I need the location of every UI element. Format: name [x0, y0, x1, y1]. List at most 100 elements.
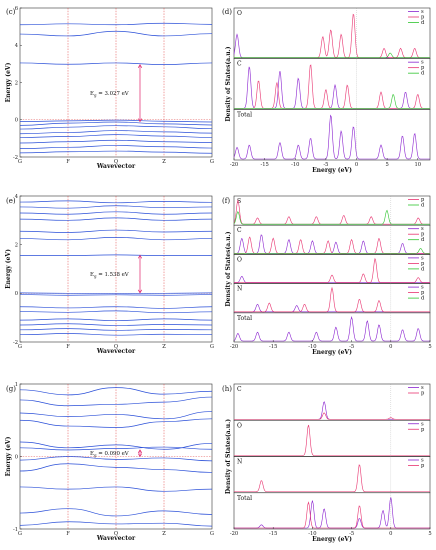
gap-arrow-head-top [137, 449, 143, 454]
subpanel-frame [233, 492, 431, 530]
band-structure-panel-2: (e) -2 0 2 4 G F Q Z G Wavevector Energy (eV) Eg = 1… [5, 194, 214, 355]
y-tick-label: 1 [15, 382, 18, 388]
band-line [19, 446, 213, 451]
y-tick-label: -1 [13, 527, 18, 533]
element-label: Total [237, 111, 252, 118]
x-tick-label: 5 [428, 531, 431, 537]
subpanel-frame [233, 254, 431, 284]
band-line [19, 205, 213, 209]
legend-label: s [421, 9, 424, 15]
gap-value: = 0.090 eV [97, 451, 129, 457]
dos-curve-d [234, 52, 430, 58]
gap-label: Eg = 0.090 eV [90, 451, 129, 458]
dos-curve-p [234, 257, 430, 283]
gap-arrow-head-bottom [137, 118, 143, 123]
legend-label: p [421, 261, 425, 267]
band-line [19, 318, 213, 321]
panel-label: (d) [222, 8, 232, 16]
dos-subpanel: Total [233, 109, 431, 161]
subpanel-frame [233, 312, 431, 343]
dos-curve-s [234, 303, 430, 313]
dos-curve-s [234, 276, 430, 283]
band-line [19, 456, 213, 462]
y-axis-label: Density of States(a.u.) [225, 419, 232, 494]
band-line [19, 254, 213, 256]
k-point-label: G [210, 159, 214, 165]
legend-label: d [421, 266, 425, 272]
gap-subscript: g [94, 93, 97, 98]
legend-label: p [421, 463, 425, 469]
gap-label: Eg = 3.027 eV [90, 91, 129, 98]
x-tick-label: -15 [269, 344, 277, 350]
dos-curve-s [234, 66, 430, 109]
element-label: N [237, 459, 242, 466]
y-axis-label: Energy (eV) [5, 249, 12, 289]
dos-curve-s [234, 497, 430, 529]
band-line [19, 508, 213, 517]
dos-subpanel: Total [233, 492, 431, 530]
element-label: O [237, 256, 242, 263]
legend-label: p [421, 290, 425, 296]
y-tick-label: 4 [15, 43, 19, 49]
dos-curve-p [234, 13, 430, 58]
gap-arrow-head-bottom [137, 289, 143, 294]
band-line [19, 22, 213, 26]
band-line [19, 200, 213, 204]
k-point-label: G [18, 159, 22, 165]
dos-curve-d [234, 248, 430, 254]
legend-label: p [421, 427, 425, 433]
legend-label: s [421, 385, 424, 391]
band-line [19, 333, 213, 336]
dos-curve-s [234, 234, 430, 254]
panel-label: (f) [222, 197, 230, 205]
x-tick-label: -20 [230, 162, 238, 168]
gap-subscript: g [94, 274, 97, 279]
band-line [19, 521, 213, 527]
dos-curve-d [233, 209, 430, 225]
k-point-label: G [18, 531, 22, 537]
k-point-label: Q [114, 531, 118, 537]
panel-label: (h) [222, 385, 232, 393]
band-line [19, 294, 213, 296]
x-tick-label: -20 [230, 531, 238, 537]
x-tick-label: -5 [349, 531, 354, 537]
k-point-label: G [210, 531, 214, 537]
legend-label: s [421, 285, 424, 291]
k-point-label: F [66, 344, 70, 350]
dos-curve-p [234, 501, 430, 529]
legend-label: d [421, 296, 425, 302]
k-point-label: F [66, 531, 70, 537]
x-tick-label: 0 [389, 344, 392, 350]
band-line [19, 130, 213, 135]
band-line [19, 310, 213, 314]
panel-label: (e) [6, 197, 16, 205]
legend-label: s [421, 421, 424, 427]
subpanel-frame [233, 7, 431, 59]
x-axis-label: Energy (eV) [312, 536, 352, 543]
x-tick-label: 5 [428, 344, 431, 350]
x-axis-label: Wavevector [96, 348, 136, 355]
gap-subscript: g [94, 453, 97, 458]
dos-curve-s [233, 114, 430, 160]
legend-label: p [421, 391, 425, 397]
y-axis-label: Density of States(a.u.) [225, 231, 232, 306]
band-line [19, 441, 213, 450]
band-line [19, 62, 213, 65]
y-tick-label: 2 [15, 80, 18, 86]
band-line [19, 323, 213, 326]
gap-value: = 3.027 eV [97, 91, 129, 97]
x-tick-label: 10 [414, 162, 421, 168]
element-label: O [237, 10, 242, 17]
k-point-label: Z [162, 159, 166, 165]
legend-label: p [421, 15, 425, 21]
y-tick-label: 2 [15, 242, 18, 248]
x-tick-label: -10 [308, 531, 316, 537]
legend-label: s [421, 458, 424, 464]
